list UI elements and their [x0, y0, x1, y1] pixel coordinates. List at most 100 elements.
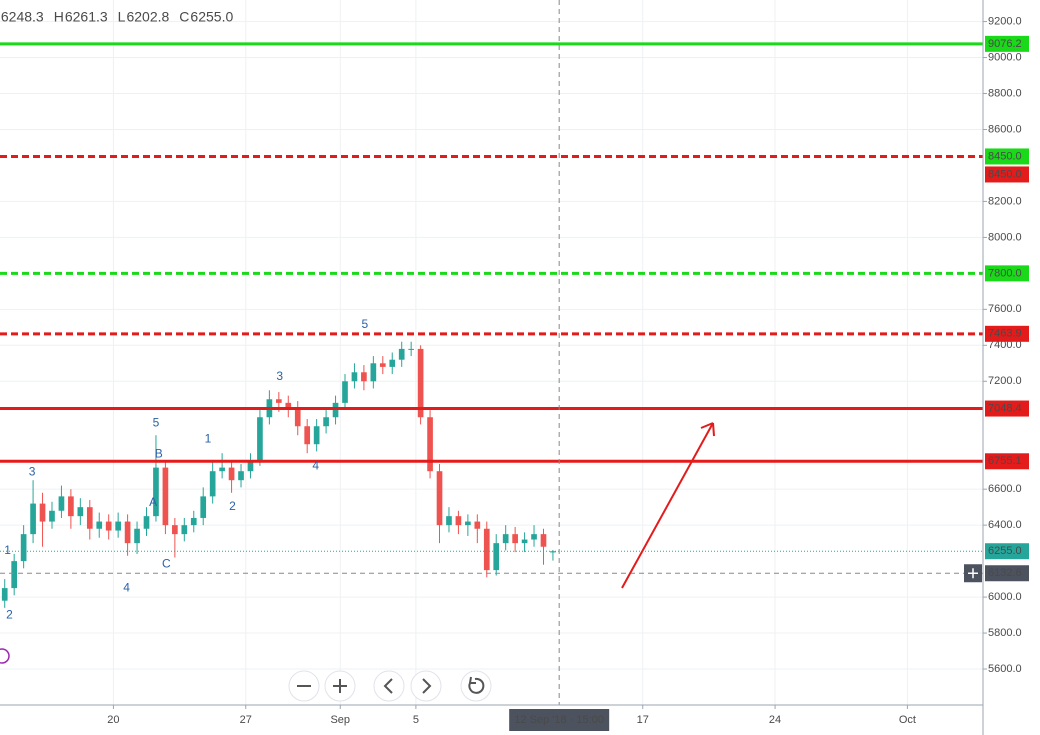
y-tick-label: 7600.0 [988, 303, 1022, 315]
y-tick-label: 7400.0 [988, 339, 1022, 351]
candle-body [86, 507, 93, 529]
ohlc-value: 6202.8 [126, 9, 169, 25]
ohlc-key: L [118, 9, 126, 25]
wave-label: A [149, 495, 157, 509]
ohlc-value: 6248.3 [1, 9, 44, 25]
level-label: 9076.2 [988, 38, 1022, 50]
crosshair-price-label: 6132.6 [988, 567, 1022, 579]
candle-body [257, 417, 263, 461]
candle-body [379, 363, 386, 367]
candle-body [294, 408, 301, 427]
arrow-head [700, 422, 715, 437]
crosshair-price-bg [985, 565, 1029, 582]
wave-label: 5 [362, 317, 369, 331]
axis-layer: 9200.0 9000.0 8800.0 8600.0 8200.0 8000.0 7600… [107, 15, 1029, 731]
candle-body [531, 534, 537, 540]
candle-body [550, 551, 556, 553]
candle-body [313, 426, 320, 445]
candle-body [408, 348, 414, 350]
y-tick-label: 8000.0 [988, 231, 1022, 243]
right-icon [422, 678, 432, 694]
candle-body [172, 525, 178, 535]
level-label-bg [985, 453, 1029, 470]
candle-body [304, 426, 311, 445]
candle-body [465, 521, 471, 526]
x-tick-label: 27 [240, 714, 252, 726]
candle-body [124, 521, 131, 544]
x-tick-label: Sep [330, 714, 350, 726]
candle-body [30, 503, 36, 535]
y-tick-label: 5600.0 [988, 663, 1022, 675]
candle-body [351, 372, 358, 382]
candle-body [540, 534, 547, 547]
candle-body [219, 467, 225, 472]
x-tick-label: Oct [899, 714, 916, 726]
candle-body [483, 528, 490, 571]
wave-label: 2 [6, 607, 13, 621]
scroll-right-button[interactable] [410, 670, 442, 702]
event-icon[interactable] [0, 648, 10, 664]
candle-body [162, 467, 169, 526]
level-label: 7048.4 [988, 402, 1022, 414]
candle-body [68, 496, 74, 517]
y-tick-label: 9200.0 [988, 15, 1022, 27]
reset-icon [468, 676, 485, 694]
candle-body [134, 528, 140, 544]
candle-body [228, 467, 235, 481]
price-label-bg [985, 543, 1029, 560]
candle-body [143, 516, 150, 529]
candle-body [115, 521, 121, 531]
candle-body [39, 503, 46, 522]
ohlc-value: 6255.0 [190, 9, 233, 25]
level-label: 8450.0 [988, 168, 1022, 180]
candle-body [398, 348, 405, 360]
y-tick-label: 8800.0 [988, 87, 1022, 99]
candle-body [190, 517, 197, 526]
candle-body [285, 402, 292, 409]
candle-body [105, 521, 112, 531]
candle-body [153, 467, 159, 517]
candle-body [200, 496, 207, 518]
candle-body [1, 588, 8, 601]
y-tick-label: 6400.0 [988, 519, 1022, 531]
candle-body [49, 510, 55, 522]
level-label: 7800.0 [988, 267, 1022, 279]
level-label-bg [985, 148, 1029, 165]
reset-button[interactable] [460, 670, 492, 702]
candle-body [181, 525, 188, 535]
crosshair-date-bg [509, 709, 610, 731]
scroll-left-button[interactable] [373, 670, 405, 702]
y-tick-label: 7200.0 [988, 375, 1022, 387]
wave-label: 1 [205, 432, 212, 446]
y-tick-label: 8200.0 [988, 195, 1022, 207]
candle-body [238, 471, 244, 481]
zoom-controls [288, 670, 492, 702]
grid-layer [0, 0, 983, 705]
level-label-bg [985, 166, 1029, 183]
y-tick-label: 6600.0 [988, 483, 1022, 495]
candle-body [58, 496, 65, 511]
candle-body [332, 402, 339, 418]
candle-body [77, 507, 84, 517]
level-label: 7463.9 [988, 328, 1022, 340]
candle-body [370, 363, 377, 382]
candle-body [275, 399, 282, 403]
x-tick-label: 24 [769, 714, 781, 726]
crosshair-date-label: 12 Sep '18 · 15:00 [514, 714, 604, 726]
candle-body [427, 417, 433, 472]
candle-body [493, 543, 500, 571]
candle-body [20, 534, 27, 562]
candle-body [209, 471, 216, 497]
y-tick-label: 8600.0 [988, 123, 1022, 135]
candle-body [247, 460, 254, 472]
level-label-bg [985, 325, 1029, 342]
y-tick-label: 6000.0 [988, 591, 1022, 603]
wave-label: C [162, 557, 171, 571]
candle-body [361, 372, 367, 382]
x-tick-label: 17 [637, 714, 649, 726]
candle-body [521, 539, 528, 544]
candle-body [417, 348, 424, 418]
wave-label: 4 [312, 458, 319, 472]
candle-body [455, 516, 462, 526]
